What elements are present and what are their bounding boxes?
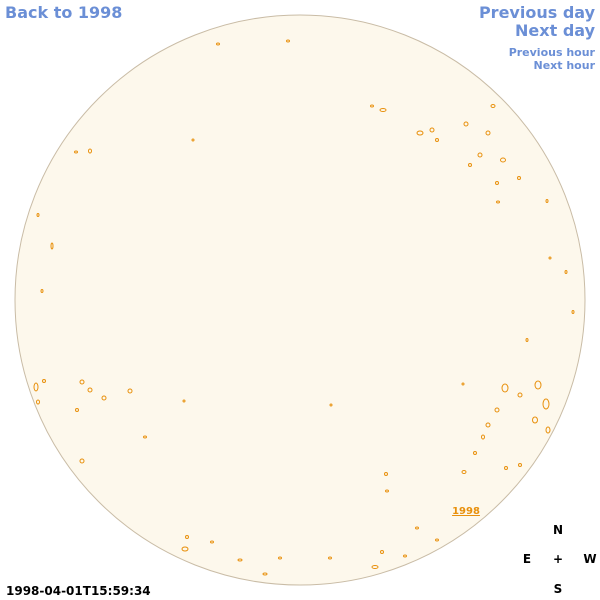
disk-label[interactable]: 1998 xyxy=(452,506,480,517)
previous-hour-link[interactable]: Previous hour xyxy=(508,46,595,59)
solar-disk xyxy=(14,14,586,586)
compass-north: N xyxy=(553,523,563,537)
next-hour-link[interactable]: Next hour xyxy=(533,59,596,72)
compass-center: + xyxy=(553,552,563,566)
back-link[interactable]: Back to 1998 xyxy=(5,3,123,22)
compass-east: E xyxy=(523,552,531,566)
active-regions xyxy=(33,39,575,576)
timestamp: 1998-04-01T15:59:34 xyxy=(6,584,151,598)
next-day-link[interactable]: Next day xyxy=(515,21,595,40)
compass-west: W xyxy=(583,552,596,566)
previous-day-link[interactable]: Previous day xyxy=(478,3,595,22)
compass-south: S xyxy=(554,582,563,596)
